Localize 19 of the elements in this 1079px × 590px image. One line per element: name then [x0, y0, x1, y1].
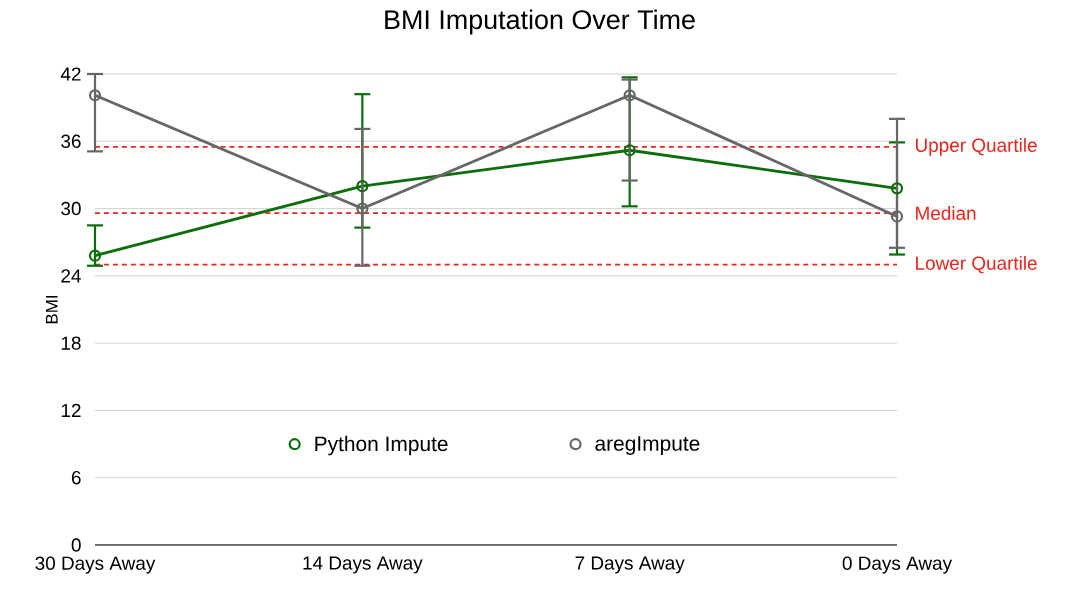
ref-line-label: Median — [916, 206, 976, 220]
legend-label: Python Impute — [315, 435, 448, 456]
y-tick-label: 42 — [60, 67, 81, 81]
y-tick-label: 30 — [61, 201, 81, 216]
y-tick-label: 36 — [61, 134, 81, 148]
y-tick-label: 12 — [61, 403, 81, 418]
y-tick-label: 24 — [61, 269, 81, 283]
y-axis-title: BMI — [45, 296, 58, 324]
y-tick-label: 18 — [61, 336, 81, 350]
ref-line-label: Lower Quartile — [916, 255, 1037, 274]
x-tick-label: 0 Days Away — [842, 556, 953, 574]
chart-title: BMI Imputation Over Time — [385, 9, 695, 35]
x-tick-label: 14 Days Away — [303, 556, 423, 574]
y-tick-label: 6 — [71, 471, 81, 485]
x-tick-label: 30 Days Away — [35, 556, 156, 574]
x-tick-label: 7 Days Away — [575, 556, 685, 574]
ref-line-label: Upper Quartile — [915, 138, 1037, 156]
y-tick-label: 0 — [71, 538, 81, 552]
legend-label: aregImpute — [595, 436, 700, 455]
